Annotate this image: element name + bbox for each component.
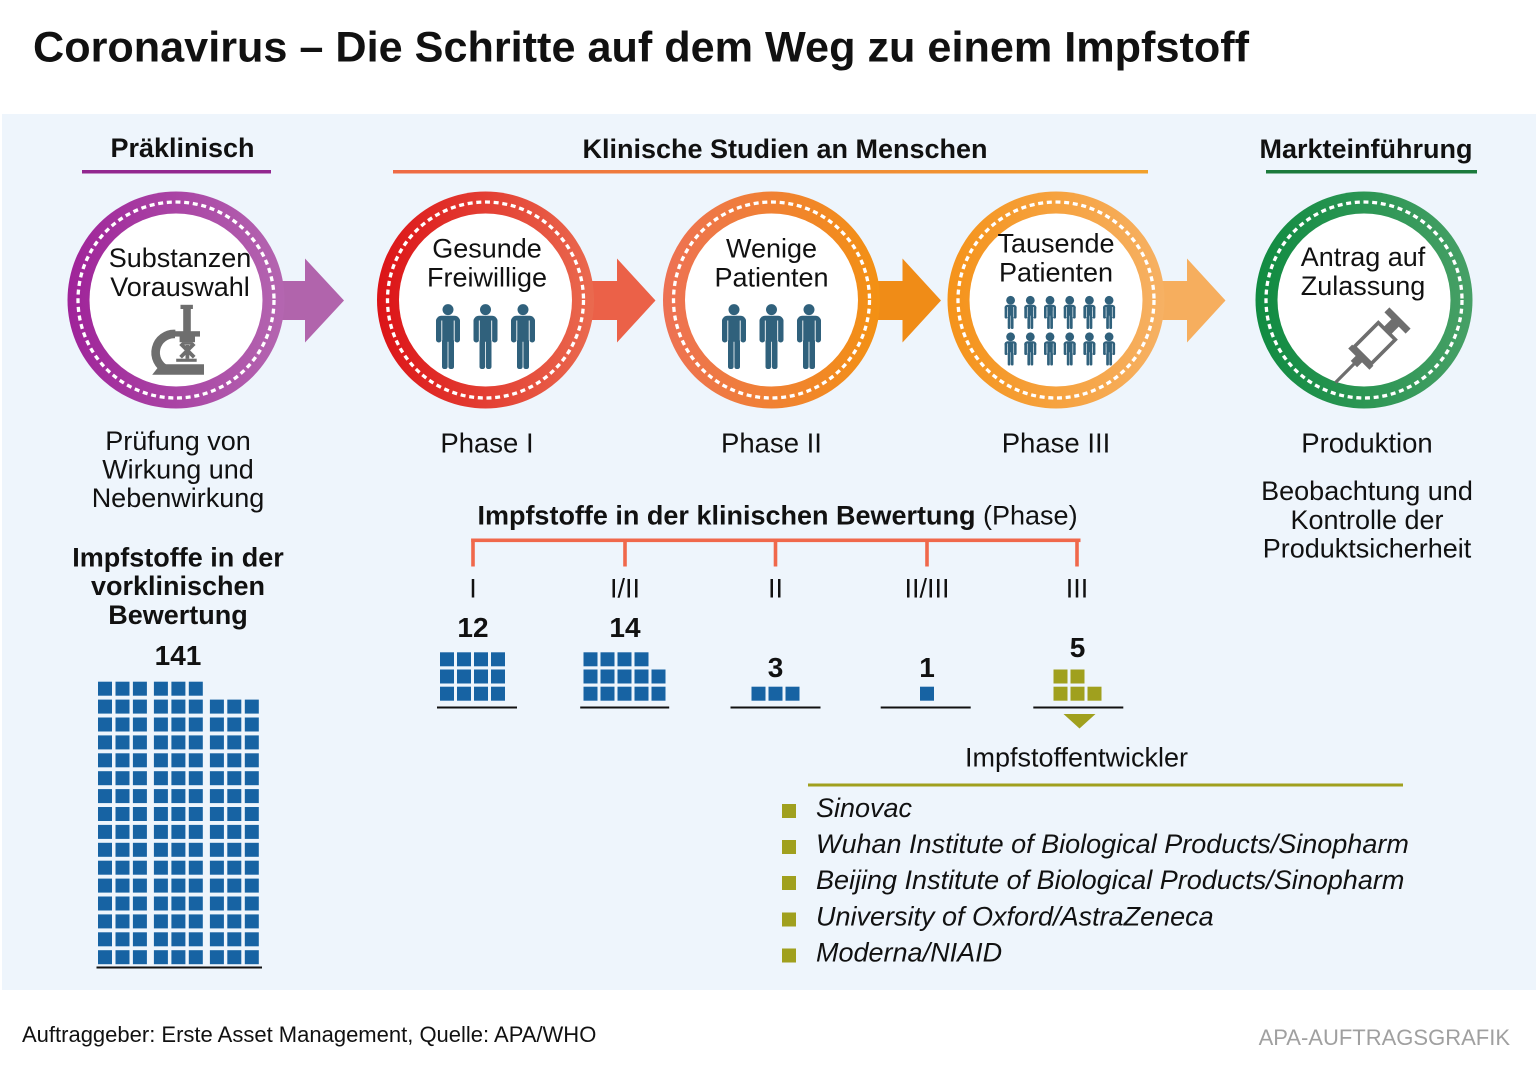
svg-text:University of Oxford/AstraZene: University of Oxford/AstraZeneca	[816, 902, 1214, 932]
svg-text:Beijing Institute of Biologica: Beijing Institute of Biological Products…	[816, 865, 1404, 895]
svg-text:Prüfung von: Prüfung von	[105, 426, 251, 456]
svg-text:Impfstoffe in der: Impfstoffe in der	[72, 543, 284, 573]
svg-text:Coronavirus – Die Schritte auf: Coronavirus – Die Schritte auf dem Weg z…	[33, 24, 1250, 72]
svg-text:Phase III: Phase III	[1002, 428, 1111, 459]
svg-text:Substanzen: Substanzen	[109, 243, 252, 273]
svg-text:Vorauswahl: Vorauswahl	[110, 272, 250, 302]
svg-text:Markteinführung: Markteinführung	[1260, 134, 1473, 164]
svg-text:Bewertung: Bewertung	[108, 600, 248, 630]
svg-text:14: 14	[609, 612, 641, 643]
svg-text:II: II	[768, 574, 783, 604]
svg-text:Sinovac: Sinovac	[816, 793, 913, 823]
svg-text:Wirkung und: Wirkung und	[102, 455, 254, 485]
svg-text:3: 3	[768, 652, 784, 683]
svg-text:Patienten: Patienten	[999, 258, 1113, 288]
svg-text:Phase II: Phase II	[721, 428, 822, 459]
svg-text:Nebenwirkung: Nebenwirkung	[92, 483, 265, 513]
svg-text:Produktsicherheit: Produktsicherheit	[1263, 534, 1472, 564]
svg-text:Wenige: Wenige	[726, 234, 817, 264]
svg-text:Impfstoffe in der klinischen B: Impfstoffe in der klinischen Bewertung (…	[477, 501, 1077, 531]
svg-text:APA-AUFTRAGSGRAFIK: APA-AUFTRAGSGRAFIK	[1259, 1025, 1511, 1050]
svg-text:Freiwillige: Freiwillige	[427, 263, 547, 293]
svg-text:Patienten: Patienten	[714, 263, 828, 293]
svg-text:Klinische Studien an Menschen: Klinische Studien an Menschen	[582, 134, 987, 164]
svg-text:Phase I: Phase I	[440, 428, 533, 459]
svg-text:Auftraggeber: Erste Asset Mana: Auftraggeber: Erste Asset Management, Qu…	[22, 1022, 596, 1047]
svg-text:Kontrolle der: Kontrolle der	[1290, 505, 1443, 535]
svg-text:Produktion: Produktion	[1301, 428, 1432, 459]
svg-text:I/II: I/II	[610, 574, 640, 604]
svg-text:Antrag auf: Antrag auf	[1301, 242, 1426, 272]
svg-text:Präklinisch: Präklinisch	[110, 133, 254, 163]
svg-text:vorklinischen: vorklinischen	[91, 571, 265, 601]
svg-text:Tausende: Tausende	[997, 229, 1114, 259]
svg-text:Gesunde: Gesunde	[432, 234, 542, 264]
svg-text:II/III: II/III	[904, 574, 949, 604]
svg-text:III: III	[1066, 574, 1089, 604]
svg-text:5: 5	[1070, 632, 1086, 663]
svg-text:141: 141	[155, 640, 202, 671]
svg-text:Impfstoffentwickler: Impfstoffentwickler	[965, 743, 1188, 773]
svg-text:Moderna/NIAID: Moderna/NIAID	[816, 938, 1002, 968]
svg-text:Wuhan Institute of Biological: Wuhan Institute of Biological Products/S…	[816, 829, 1409, 859]
svg-text:Beobachtung und: Beobachtung und	[1261, 476, 1473, 506]
svg-text:1: 1	[919, 652, 935, 683]
svg-text:12: 12	[457, 612, 488, 643]
svg-text:Zulassung: Zulassung	[1301, 271, 1426, 301]
svg-text:I: I	[469, 574, 477, 604]
